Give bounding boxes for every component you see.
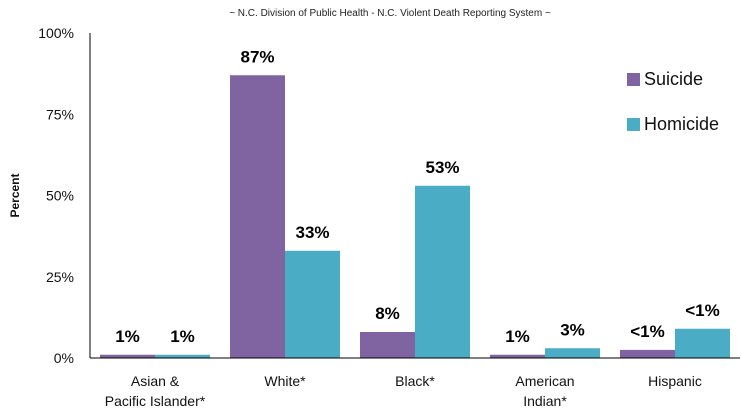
x-tick-label: Pacific Islander* [105, 393, 206, 409]
data-label-suicide: 87% [240, 47, 274, 66]
x-tick-label: Indian* [523, 393, 567, 409]
bar-homicide-2 [415, 185, 470, 358]
chart-title: ~ N.C. Division of Public Health - N.C. … [229, 8, 551, 19]
bar-suicide-0 [100, 354, 155, 358]
legend-label-homicide: Homicide [644, 114, 719, 134]
legend-swatch-suicide [627, 73, 640, 86]
y-axis-ticks: 0% 25% 50% 75% 100% [38, 25, 74, 366]
y-tick-label: 50% [46, 188, 74, 204]
data-label-suicide: 1% [115, 327, 140, 346]
x-tick-label: Black* [395, 373, 435, 389]
data-label-suicide: <1% [630, 322, 665, 341]
data-label-homicide: 3% [560, 320, 585, 339]
legend: Suicide Homicide [627, 69, 719, 134]
bar-suicide-2 [360, 332, 415, 358]
data-labels: 1% 1% 87% 33% 8% 53% 1% 3% <1% <1% [115, 47, 720, 346]
data-label-homicide: 1% [170, 327, 195, 346]
data-label-suicide: 1% [505, 327, 530, 346]
legend-label-suicide: Suicide [644, 69, 703, 89]
data-label-suicide: 8% [375, 304, 400, 323]
x-axis-labels: Asian & Pacific Islander* White* Black* Amer… [105, 373, 702, 409]
legend-swatch-homicide [627, 118, 640, 131]
y-tick-label: 25% [46, 269, 74, 285]
data-label-homicide: 53% [425, 158, 459, 177]
x-tick-label: White* [264, 373, 306, 389]
bar-suicide-1 [230, 75, 285, 358]
y-tick-label: 0% [54, 350, 74, 366]
bar-suicide-4 [620, 349, 675, 358]
bar-homicide-4 [675, 328, 730, 358]
bar-suicide-3 [490, 354, 545, 358]
bar-homicide-3 [545, 348, 600, 358]
x-tick-label: American [515, 373, 574, 389]
y-tick-label: 75% [46, 106, 74, 122]
bars [100, 75, 730, 358]
y-tick-label: 100% [38, 25, 74, 41]
bar-homicide-1 [285, 250, 340, 358]
data-label-homicide: 33% [295, 223, 329, 242]
y-axis-title: Percent [8, 173, 22, 217]
bar-homicide-0 [155, 354, 210, 358]
x-tick-label: Hispanic [648, 373, 702, 389]
data-label-homicide: <1% [685, 301, 720, 320]
x-tick-label: Asian & [131, 373, 180, 389]
